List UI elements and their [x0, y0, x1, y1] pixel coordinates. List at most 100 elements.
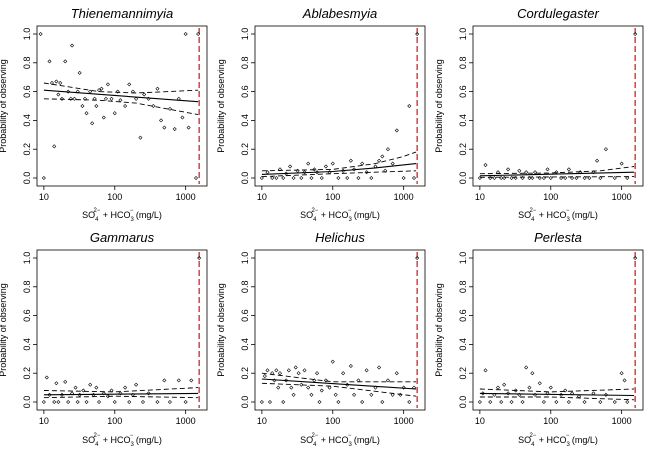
data-point — [142, 92, 147, 97]
data-point — [66, 89, 71, 94]
data-point — [312, 378, 317, 383]
data-point — [112, 399, 117, 405]
data-point — [492, 392, 497, 397]
data-point — [603, 147, 608, 152]
data-point — [77, 392, 82, 397]
ci-upper-line — [43, 387, 199, 393]
data-point — [159, 118, 164, 123]
data-point — [162, 378, 167, 383]
data-point — [527, 385, 532, 390]
data-point — [183, 31, 188, 37]
data-point — [259, 175, 264, 181]
data-point — [595, 158, 600, 163]
data-point — [333, 392, 338, 397]
data-point — [591, 391, 596, 396]
data-point — [364, 170, 369, 175]
data-point — [277, 371, 282, 376]
data-point — [277, 167, 282, 172]
data-point — [284, 171, 289, 176]
data-point — [360, 399, 365, 405]
y-axis-label: Probability of observing — [434, 283, 444, 377]
data-point — [130, 89, 135, 94]
y-tick-label: 1.0 — [458, 252, 468, 265]
data-point — [123, 385, 128, 390]
data-point — [70, 43, 75, 48]
ci-lower-line — [261, 170, 417, 178]
data-point — [336, 399, 341, 405]
data-point — [94, 385, 99, 390]
data-point — [356, 175, 361, 181]
data-point — [197, 255, 202, 261]
data-point — [319, 175, 324, 181]
chart-panel: Perlesta 0.0 0.2 0.4 0.6 0.8 1.0 10 100 1000 Proba… — [434, 230, 644, 448]
data-point — [499, 175, 504, 181]
y-tick-label: 0.6 — [22, 85, 32, 98]
data-point — [377, 365, 382, 370]
y-tick-label: 0.2 — [240, 367, 250, 380]
plot-frame — [36, 249, 208, 411]
y-tick-label: 0.6 — [240, 85, 250, 98]
chart-panel: Ablabesmyia 0.0 0.2 0.4 0.6 0.8 1.0 10 100 1000 Pr… — [216, 6, 426, 223]
data-point — [566, 399, 571, 405]
data-point — [295, 168, 300, 173]
data-point — [390, 392, 395, 397]
chart-panel: Thienemannimyia 0.0 0.2 0.4 0.6 0.8 1.0 10 100 10… — [0, 6, 208, 223]
data-point — [289, 385, 294, 390]
data-point — [270, 175, 275, 181]
data-point — [364, 368, 369, 373]
data-point — [495, 385, 500, 390]
data-point — [262, 374, 267, 379]
data-point — [49, 80, 54, 85]
ci-upper-line — [479, 166, 635, 175]
data-point — [356, 378, 361, 383]
y-tick-label: 0.6 — [240, 309, 250, 322]
data-point — [524, 170, 529, 175]
data-point — [274, 368, 279, 373]
data-point — [180, 115, 185, 120]
data-point — [103, 96, 108, 101]
data-point — [520, 399, 525, 405]
data-point — [576, 394, 582, 399]
y-tick-label: 0.0 — [240, 172, 250, 185]
data-point — [73, 385, 78, 390]
data-point — [377, 158, 382, 163]
data-point — [517, 168, 522, 173]
data-point — [622, 378, 627, 383]
data-point — [327, 385, 332, 390]
data-point — [112, 111, 117, 116]
data-point — [566, 167, 571, 172]
data-point — [167, 399, 172, 405]
data-point — [81, 388, 86, 393]
chart-panel: Gammarus 0.0 0.2 0.4 0.6 0.8 1.0 10 100 1000 Proba… — [0, 230, 208, 448]
data-point — [380, 154, 385, 159]
y-tick-label: 1.0 — [240, 252, 250, 265]
data-point — [323, 164, 328, 169]
data-point — [415, 31, 420, 37]
data-point — [319, 388, 324, 393]
data-point — [317, 399, 322, 405]
x-axis-label: SO42− + HCO3− (mg/L) — [82, 208, 162, 223]
data-point — [288, 164, 293, 169]
data-point — [477, 399, 482, 405]
ci-lower-line — [479, 176, 635, 178]
data-point — [574, 175, 579, 181]
data-point — [155, 399, 160, 405]
y-tick-label: 0.2 — [458, 367, 468, 380]
data-point — [411, 175, 417, 181]
x-tick-label: 10 — [257, 416, 267, 426]
data-point — [267, 399, 272, 405]
data-point — [77, 70, 82, 75]
x-tick-label: 10 — [475, 416, 485, 426]
data-point — [545, 167, 550, 172]
data-point — [537, 381, 542, 386]
y-axis-label: Probability of observing — [0, 283, 8, 377]
x-tick-label: 1000 — [612, 192, 632, 202]
data-point — [265, 368, 270, 373]
data-point — [155, 86, 160, 91]
data-point — [59, 392, 64, 397]
data-point — [101, 115, 106, 120]
data-point — [509, 175, 514, 181]
data-point — [59, 96, 64, 101]
data-point — [480, 391, 485, 396]
data-point — [541, 175, 546, 181]
